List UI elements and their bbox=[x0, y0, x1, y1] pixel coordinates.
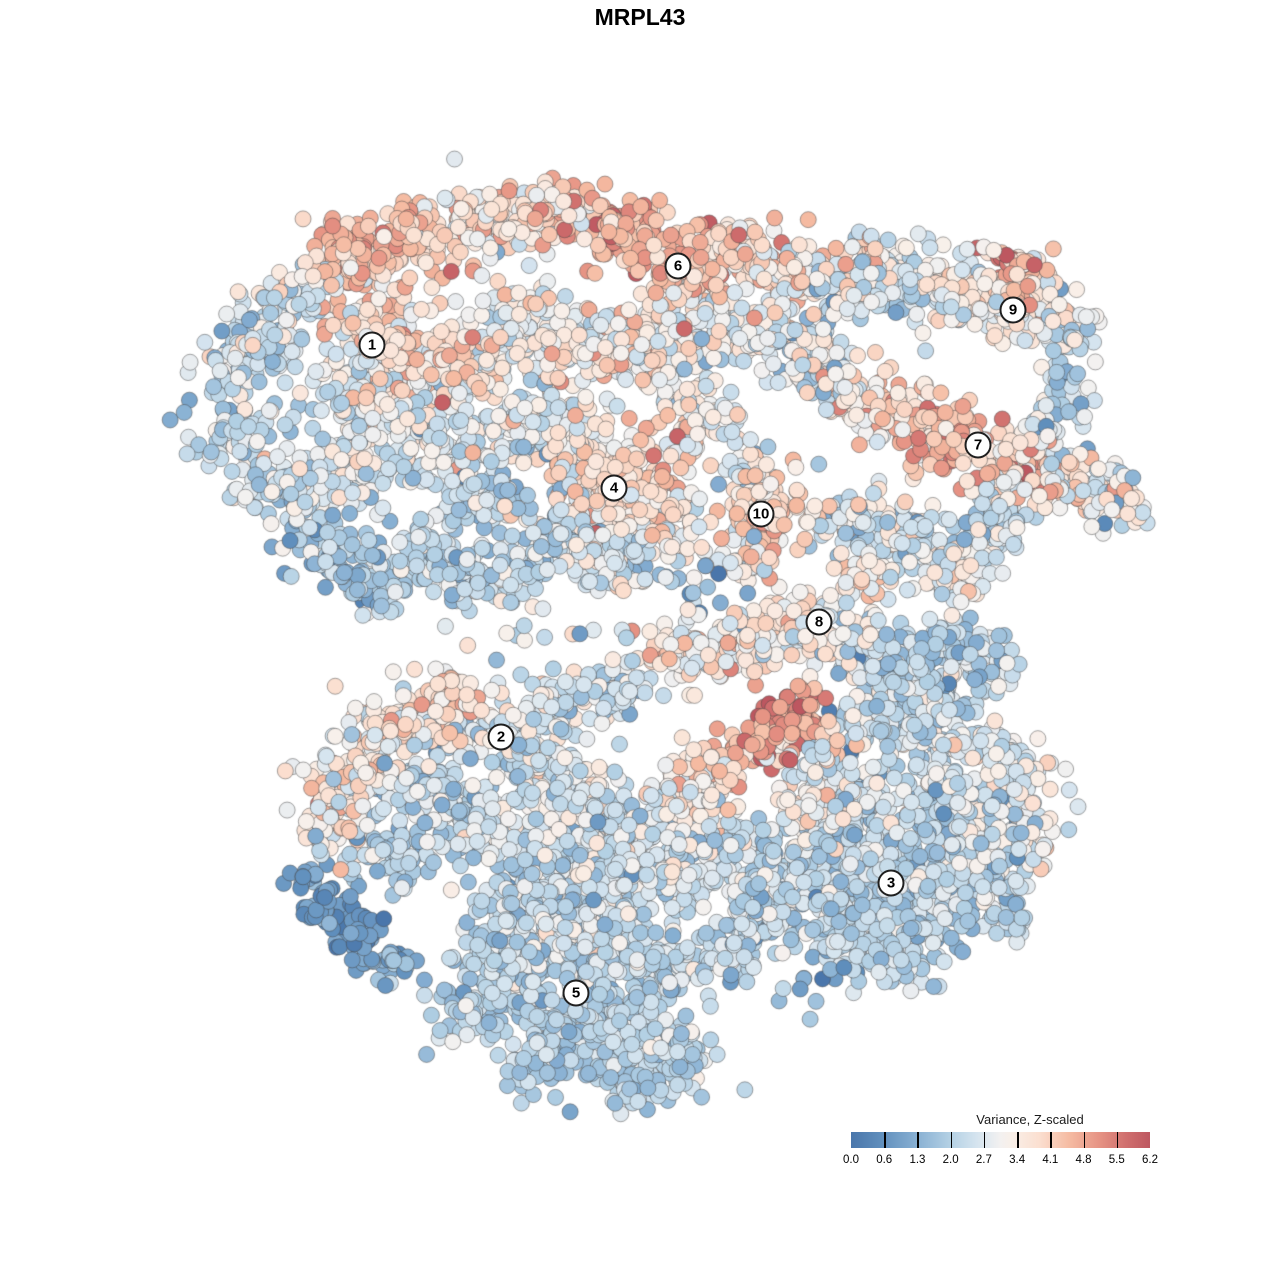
cluster-label-1: 1 bbox=[358, 331, 386, 359]
cluster-label-10: 10 bbox=[747, 500, 775, 528]
cluster-label-9: 9 bbox=[999, 296, 1027, 324]
figure-title: MRPL43 bbox=[594, 4, 686, 30]
cluster-label-3: 3 bbox=[877, 869, 905, 897]
cluster-label-6: 6 bbox=[664, 252, 692, 280]
cluster-label-2: 2 bbox=[487, 723, 515, 751]
cluster-label-5: 5 bbox=[562, 979, 590, 1007]
cluster-label-7: 7 bbox=[964, 431, 992, 459]
cluster-label-8: 8 bbox=[805, 608, 833, 636]
cluster-label-4: 4 bbox=[600, 474, 628, 502]
